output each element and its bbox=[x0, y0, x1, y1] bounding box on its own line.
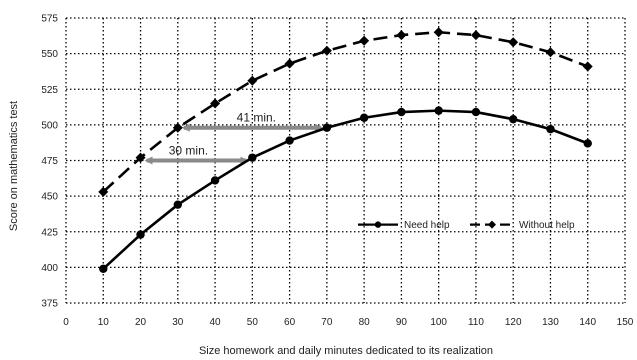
data-point-without-help bbox=[433, 27, 444, 38]
data-point-need-help bbox=[210, 176, 220, 185]
series-line-without-help bbox=[102, 30, 589, 193]
data-point-need-help bbox=[583, 139, 592, 148]
x-tick-label: 10 bbox=[98, 317, 110, 328]
grid bbox=[65, 17, 626, 304]
data-point-need-help bbox=[173, 200, 182, 209]
x-tick-label: 40 bbox=[210, 317, 222, 328]
x-tick-label: 0 bbox=[63, 317, 69, 328]
data-point-need-help bbox=[136, 230, 145, 239]
data-point-need-help bbox=[509, 114, 518, 124]
series-line-need-help bbox=[102, 109, 589, 270]
x-tick-label: 20 bbox=[135, 317, 147, 328]
data-point-without-help bbox=[545, 47, 556, 58]
data-point-without-help bbox=[508, 37, 519, 48]
data-point-without-help bbox=[396, 30, 407, 41]
data-point-need-help bbox=[285, 136, 294, 145]
legend-marker-need-help bbox=[374, 221, 382, 228]
y-tick-label: 475 bbox=[41, 156, 58, 167]
x-tick-label: 50 bbox=[247, 317, 259, 328]
annotation-label: 30 min. bbox=[169, 144, 208, 158]
y-axis-title: Score on mathematics test bbox=[8, 101, 20, 231]
data-point-need-help bbox=[471, 107, 481, 117]
data-point-need-help bbox=[248, 153, 257, 162]
x-tick-label: 100 bbox=[430, 317, 447, 328]
x-tick-label: 90 bbox=[396, 317, 408, 328]
x-tick-label: 140 bbox=[579, 317, 596, 328]
legend-label-need-help: Need help bbox=[404, 220, 450, 231]
data-point-without-help bbox=[321, 45, 332, 56]
data-point-without-help bbox=[470, 30, 481, 41]
data-point-without-help bbox=[284, 58, 295, 69]
y-tick-label: 575 bbox=[41, 14, 58, 25]
data-point-need-help bbox=[99, 264, 108, 273]
y-tick-label: 525 bbox=[41, 85, 58, 96]
y-tick-label: 450 bbox=[41, 192, 58, 203]
legend: Need help Without help bbox=[358, 220, 575, 231]
x-tick-label: 150 bbox=[617, 317, 634, 328]
data-point-without-help bbox=[172, 122, 183, 133]
data-point-without-help bbox=[247, 75, 258, 86]
y-tick-label: 500 bbox=[41, 120, 58, 131]
x-tick-label: 110 bbox=[468, 317, 484, 328]
data-point-without-help bbox=[98, 186, 109, 197]
x-tick-label: 80 bbox=[359, 317, 371, 328]
axes: 0 10 20 30 40 50 60 70 80 90 100 110 120 130 140 150 375… bbox=[41, 14, 633, 329]
data-point-without-help bbox=[210, 98, 221, 109]
data-point-without-help bbox=[135, 152, 146, 163]
annotation-label: 41 min. bbox=[237, 111, 276, 125]
data-point-without-help bbox=[582, 61, 593, 72]
data-point-need-help bbox=[434, 106, 443, 115]
legend-marker-without-help bbox=[488, 220, 496, 229]
x-tick-label: 60 bbox=[284, 317, 296, 328]
data-point-need-help bbox=[546, 124, 555, 134]
x-tick-label: 120 bbox=[505, 317, 522, 328]
y-tick-label: 375 bbox=[41, 299, 58, 310]
y-tick-label: 425 bbox=[41, 227, 58, 238]
legend-label-without-help: Without help bbox=[519, 220, 575, 231]
data-point-need-help bbox=[322, 123, 332, 132]
x-tick-label: 30 bbox=[172, 317, 184, 328]
series bbox=[98, 27, 593, 273]
x-axis-title: Size homework and daily minutes dedicate… bbox=[199, 345, 493, 357]
annotations: 41 min. 30 min. bbox=[144, 111, 323, 165]
data-point-need-help bbox=[359, 113, 369, 122]
data-point-need-help bbox=[397, 107, 406, 117]
x-tick-label: 70 bbox=[321, 317, 333, 328]
y-tick-label: 400 bbox=[41, 263, 58, 274]
x-tick-label: 130 bbox=[542, 317, 559, 328]
y-tick-label: 550 bbox=[41, 49, 58, 60]
data-point-without-help bbox=[359, 35, 370, 46]
